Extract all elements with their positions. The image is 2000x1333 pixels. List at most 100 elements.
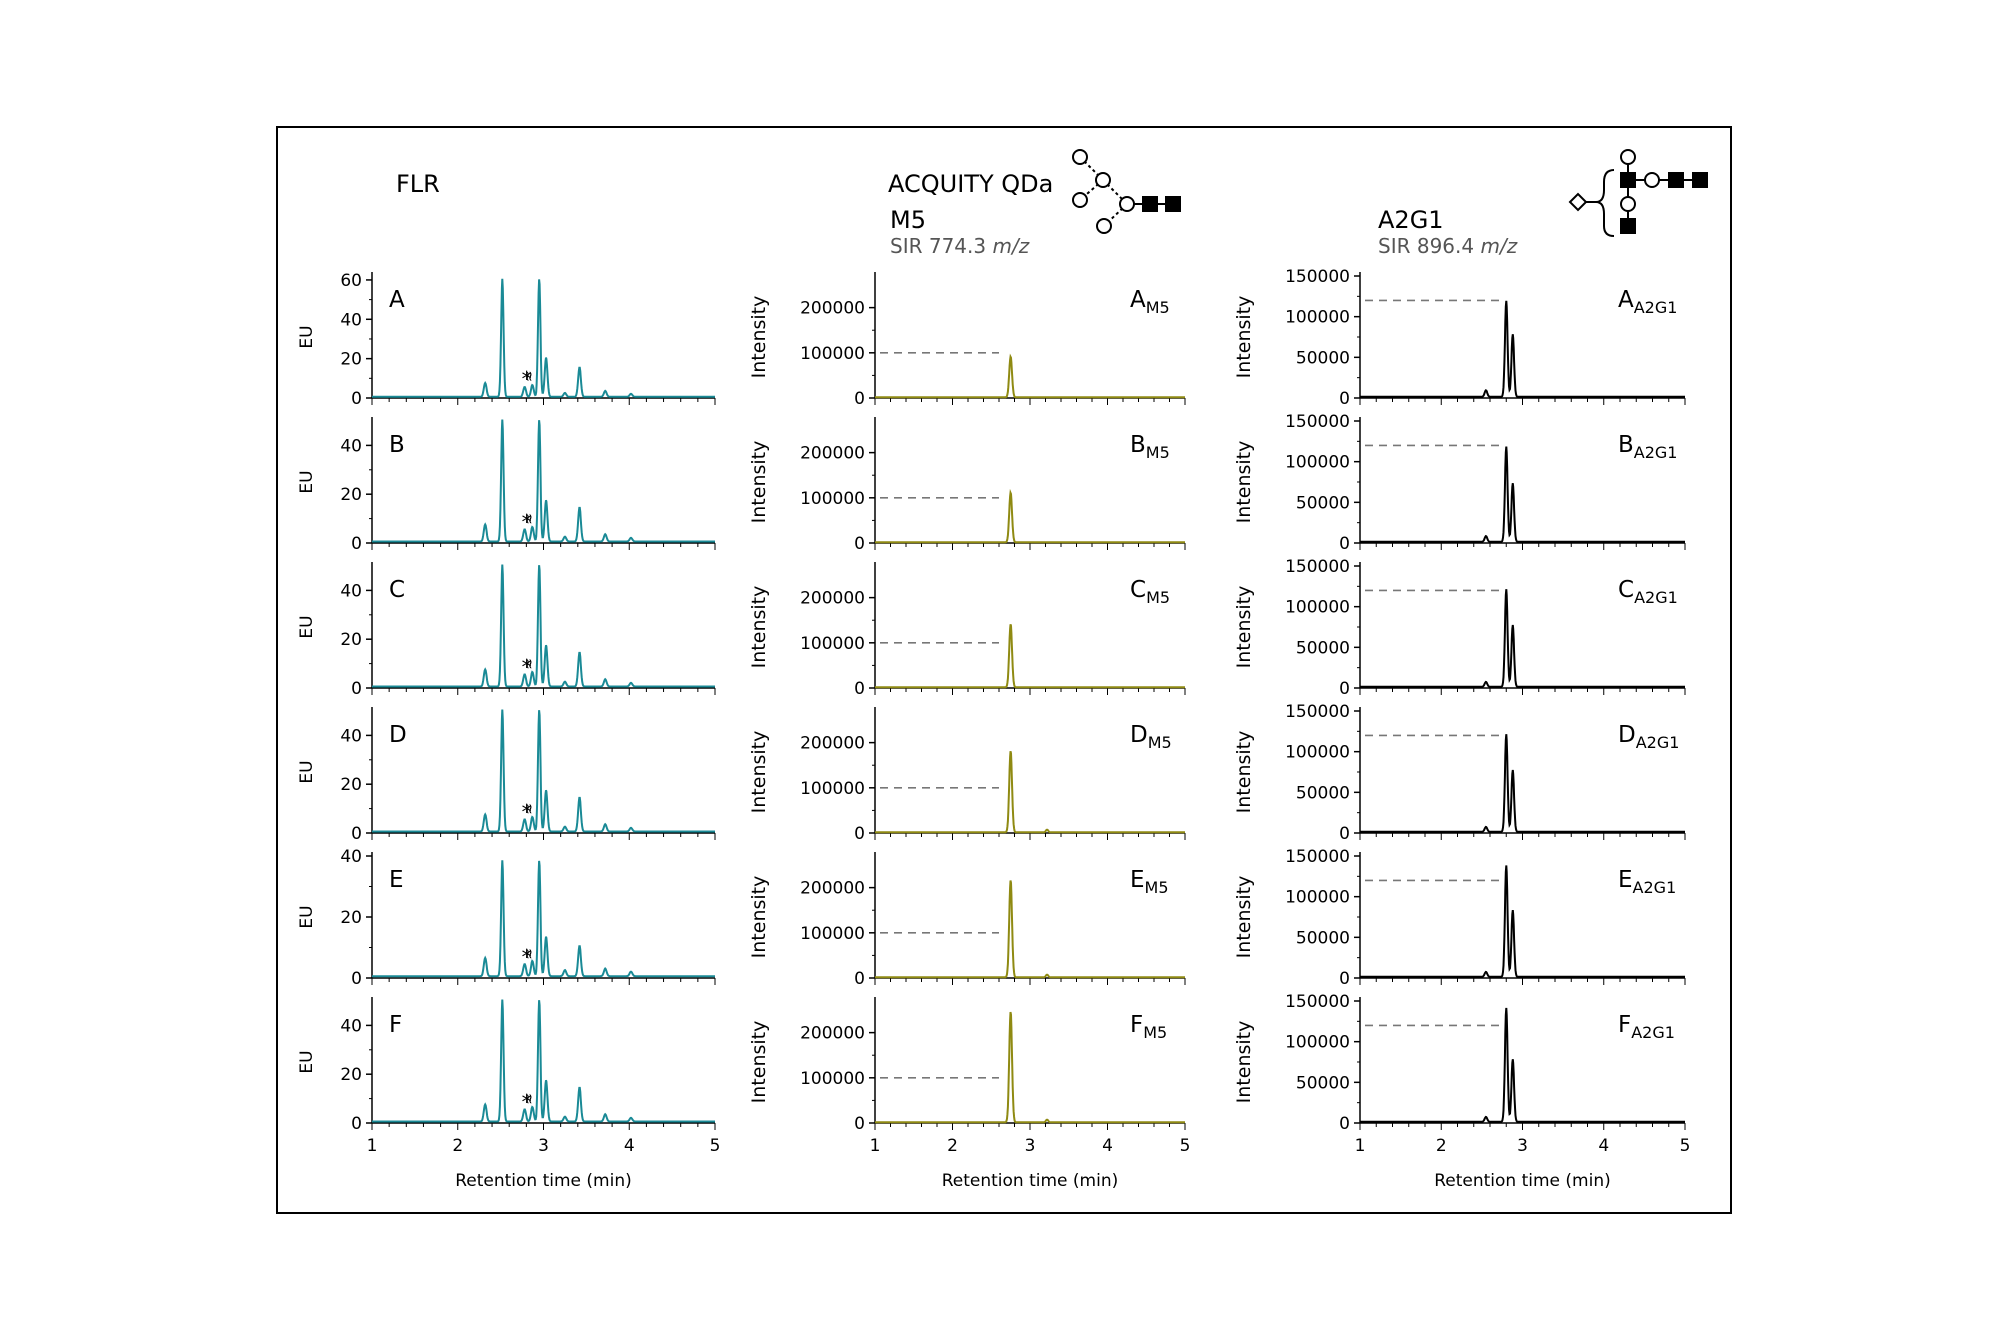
y-axis-label: EU (297, 905, 317, 928)
m5-panel-e: 0 100000 200000 Intensity EM5 (748, 852, 1186, 989)
y-tick-label: 40 (340, 847, 362, 867)
y-tick-label: 100000 (1285, 308, 1350, 328)
y-tick-label: 150000 (1285, 412, 1350, 432)
y-tick-label: 150000 (1285, 847, 1350, 867)
y-tick-label: 0 (1339, 679, 1350, 699)
flr-panel-f: 0 20 40 EU F *≈1 2 3 4 5 Retention time (min) (297, 997, 720, 1191)
m5-panel-b: 0 100000 200000 Intensity BM5 (748, 417, 1186, 554)
panel-letter: AA2G1 (1618, 287, 1677, 317)
y-tick-label: 100000 (800, 634, 865, 654)
panel-letter: B (389, 432, 405, 458)
y-axis-label: Intensity (748, 731, 770, 814)
y-axis-label: Intensity (1233, 1021, 1255, 1104)
m5-trace (875, 1011, 1185, 1124)
m5-trace (875, 750, 1185, 834)
a2g1-header: A2G1 (1378, 206, 1444, 234)
x-tick-label: 1 (367, 1136, 378, 1156)
m5-glycan-structure-icon (1072, 149, 1181, 234)
y-tick-label: 50000 (1296, 928, 1350, 948)
panel-letter: CM5 (1130, 577, 1170, 607)
y-tick-label: 20 (340, 908, 362, 928)
x-tick-label: 3 (1025, 1136, 1036, 1156)
a2g1-trace (1360, 589, 1685, 688)
y-axis-label: EU (297, 470, 317, 493)
a2g1-panel-d: 0 50000 100000 150000 Intensity DA2G1 (1233, 702, 1686, 844)
y-tick-label: 20 (340, 485, 362, 505)
y-tick-label: 0 (854, 824, 865, 844)
a2g1-panel-a: 0 50000 100000 150000 Intensity AA2G1 (1233, 267, 1686, 409)
x-axis-label: Retention time (min) (1434, 1171, 1611, 1191)
y-axis-label: Intensity (1233, 296, 1255, 379)
panel-letter: FM5 (1130, 1012, 1167, 1042)
y-tick-label: 0 (1339, 1114, 1350, 1134)
x-tick-label: 1 (870, 1136, 881, 1156)
asterisk-marker: * (522, 1090, 532, 1114)
flr-panel-e: 0 20 40 EU E *≈ (297, 847, 716, 989)
y-tick-label: 40 (340, 436, 362, 456)
y-tick-label: 200000 (800, 734, 865, 754)
a2g1-panel-f: 0 50000 100000 150000 Intensity FA2G1 1 2 3 4 5 Ret… (1233, 992, 1690, 1191)
y-tick-label: 40 (340, 726, 362, 746)
y-tick-label: 0 (351, 534, 362, 554)
flr-trace (372, 709, 715, 833)
y-tick-label: 40 (340, 310, 362, 330)
y-tick-label: 200000 (800, 879, 865, 899)
asterisk-marker-annotation: ≈ (522, 513, 538, 525)
x-axis-label: Retention time (min) (942, 1171, 1119, 1191)
y-tick-label: 0 (854, 679, 865, 699)
m5-trace (875, 353, 1185, 399)
y-tick-label: 40 (340, 1016, 362, 1036)
y-tick-label: 20 (340, 630, 362, 650)
y-tick-label: 100000 (800, 1069, 865, 1089)
x-tick-label: 5 (710, 1136, 721, 1156)
y-axis-label: Intensity (748, 876, 770, 959)
y-tick-label: 200000 (800, 589, 865, 609)
asterisk-marker-annotation: ≈ (522, 803, 538, 815)
y-tick-label: 200000 (800, 299, 865, 319)
m5-trace (875, 488, 1185, 544)
panel-letter: DA2G1 (1618, 722, 1679, 752)
y-tick-label: 0 (351, 1114, 362, 1134)
y-axis-label: EU (297, 1050, 317, 1073)
x-tick-label: 4 (1598, 1136, 1609, 1156)
panel-letter: C (389, 577, 405, 603)
y-tick-label: 100000 (1285, 1033, 1350, 1053)
flr-panel-b: 0 20 40 EU B *≈ (297, 417, 716, 554)
panel-letter: BA2G1 (1618, 432, 1677, 462)
y-tick-label: 0 (854, 969, 865, 989)
y-axis-label: EU (297, 760, 317, 783)
y-tick-label: 0 (351, 389, 362, 409)
flr-trace (372, 999, 715, 1123)
flr-trace (372, 278, 715, 398)
flr-panel-a: 0 20 40 60 EU A *≈ (297, 271, 716, 409)
panel-letter: BM5 (1130, 432, 1170, 462)
x-tick-label: 2 (452, 1136, 463, 1156)
m5-header: M5 (890, 206, 926, 234)
chromatogram-grid: 0204060EUA*≈02040EUB*≈02040EUC*≈02040EUD… (297, 267, 1690, 1191)
y-tick-label: 0 (351, 679, 362, 699)
y-tick-label: 20 (340, 350, 362, 370)
y-tick-label: 0 (351, 969, 362, 989)
panel-letter: DM5 (1130, 722, 1172, 752)
y-tick-label: 0 (351, 824, 362, 844)
a2g1-glycan-structure-icon (1568, 149, 1708, 237)
x-tick-label: 1 (1355, 1136, 1366, 1156)
asterisk-marker-annotation: ≈ (522, 1093, 538, 1105)
panel-letter: EM5 (1130, 867, 1169, 897)
flr-panel-d: 0 20 40 EU D *≈ (297, 707, 716, 844)
asterisk-marker: * (522, 367, 532, 391)
y-tick-label: 100000 (800, 779, 865, 799)
asterisk-marker-annotation: ≈ (522, 948, 538, 960)
y-tick-label: 100000 (1285, 743, 1350, 763)
m5-panel-a: 0 100000 200000 Intensity AM5 (748, 272, 1186, 409)
y-tick-label: 0 (854, 389, 865, 409)
x-tick-label: 2 (947, 1136, 958, 1156)
y-tick-label: 200000 (800, 444, 865, 464)
flr-panel-c: 0 20 40 EU C *≈ (297, 562, 716, 699)
column-headers: FLR ACQUITY QDa M5 SIR 774.3 m/z A2G1 SI… (396, 170, 1518, 258)
a2g1-sir-label: SIR 896.4 m/z (1378, 234, 1518, 258)
a2g1-panel-e: 0 50000 100000 150000 Intensity EA2G1 (1233, 847, 1686, 989)
y-axis-label: EU (297, 325, 317, 348)
y-tick-label: 0 (1339, 534, 1350, 554)
